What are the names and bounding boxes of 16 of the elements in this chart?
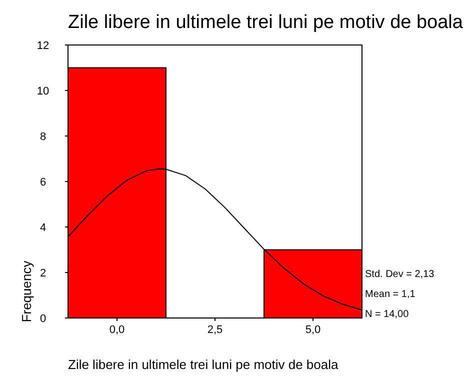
- y-axis-title: Frequency: [19, 260, 34, 322]
- text: Mean = 1,1: [365, 289, 416, 300]
- y-tick-label: 8: [40, 131, 46, 143]
- chart-title: Zile libere in ultimele trei luni pe motiv de boala: [68, 12, 464, 33]
- x-axis-title: Zile libere in ultimele trei luni pe motiv de boala: [68, 357, 340, 372]
- x-tick-label: 0,0: [109, 324, 125, 336]
- y-tick-label: 2: [40, 268, 46, 280]
- y-tick-label: 4: [40, 222, 46, 234]
- y-tick-label: 0: [40, 313, 46, 325]
- x-tick-label: 5,0: [305, 324, 321, 336]
- y-tick-label: 6: [40, 176, 46, 188]
- y-tick-label: 10: [36, 86, 50, 98]
- y-tick-label: 12: [36, 40, 50, 52]
- text: Std. Dev = 2,13: [365, 269, 435, 280]
- x-tick-label: 2,5: [207, 324, 223, 336]
- text: N = 14,00: [365, 309, 410, 320]
